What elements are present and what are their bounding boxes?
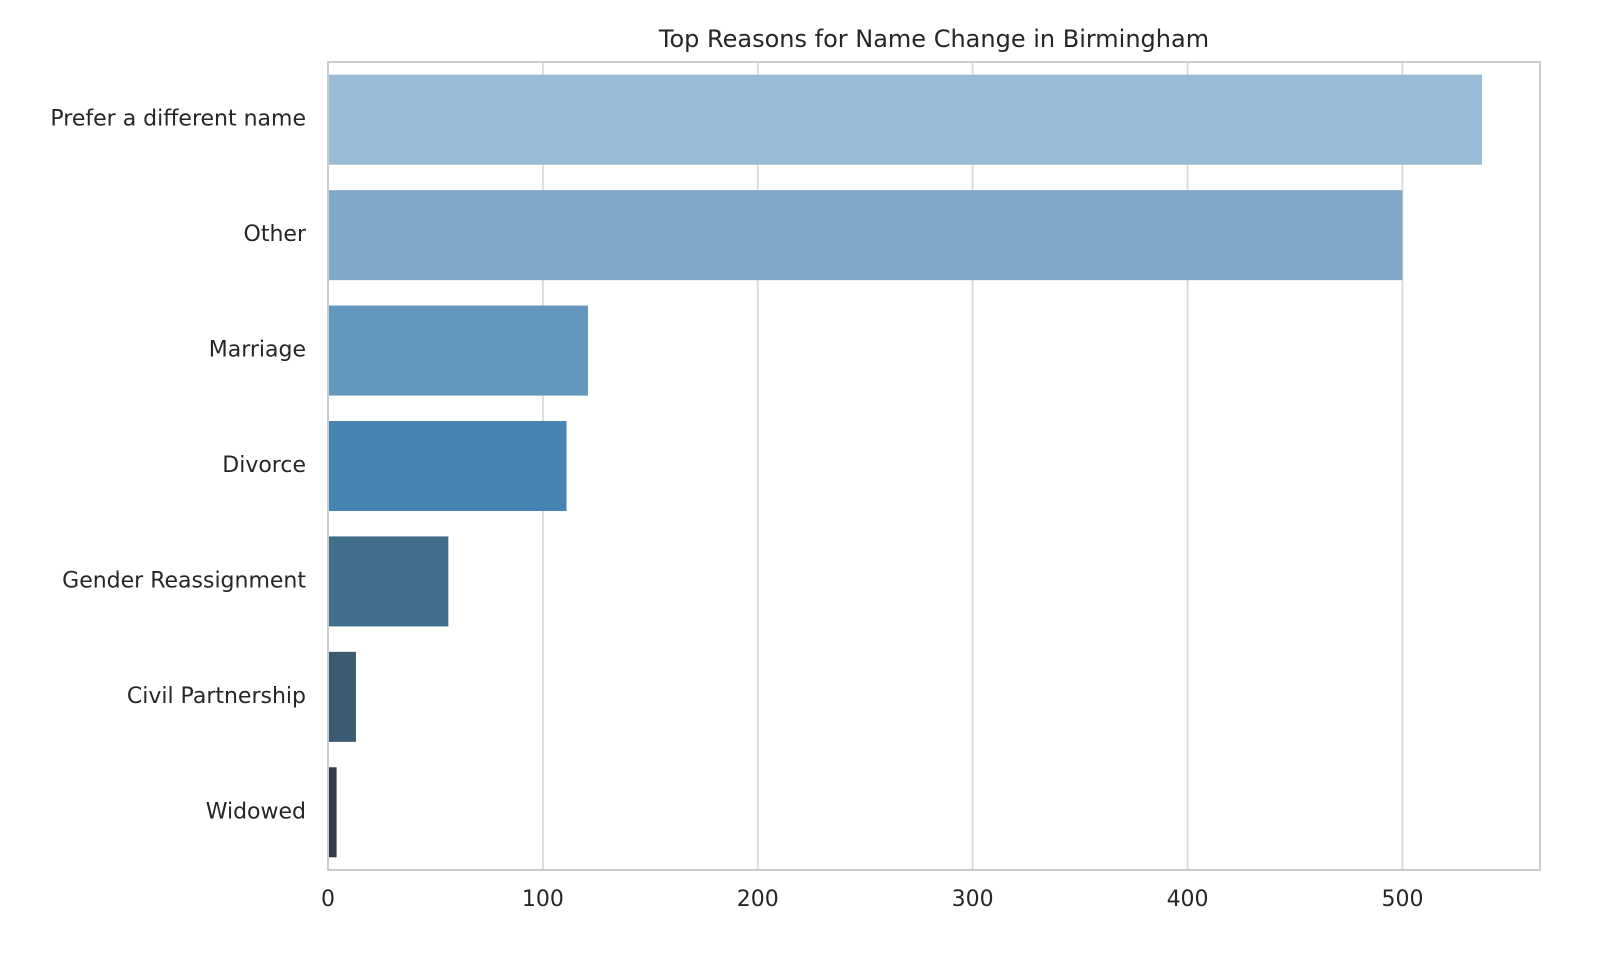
- y-tick-label: Marriage: [209, 338, 306, 363]
- bar: [328, 74, 1482, 165]
- y-tick-label: Other: [244, 222, 307, 247]
- y-tick-label: Civil Partnership: [127, 684, 306, 709]
- bar: [328, 536, 449, 627]
- x-tick-label: 400: [1167, 887, 1209, 912]
- bar: [328, 767, 337, 858]
- y-tick-label: Widowed: [206, 799, 306, 824]
- x-tick-label: 100: [522, 887, 564, 912]
- x-tick-label: 500: [1381, 887, 1423, 912]
- y-tick-label: Prefer a different name: [50, 107, 306, 132]
- x-tick-label: 300: [952, 887, 994, 912]
- x-tick-label: 0: [321, 887, 335, 912]
- bar: [328, 190, 1403, 281]
- bar: [328, 305, 589, 396]
- x-tick-label: 200: [737, 887, 779, 912]
- bar: [328, 420, 567, 512]
- chart-title: Top Reasons for Name Change in Birmingha…: [658, 25, 1209, 53]
- bar: [328, 651, 356, 742]
- y-tick-label: Divorce: [222, 453, 306, 478]
- y-tick-label: Gender Reassignment: [62, 568, 306, 593]
- plot-frame: [327, 61, 1541, 871]
